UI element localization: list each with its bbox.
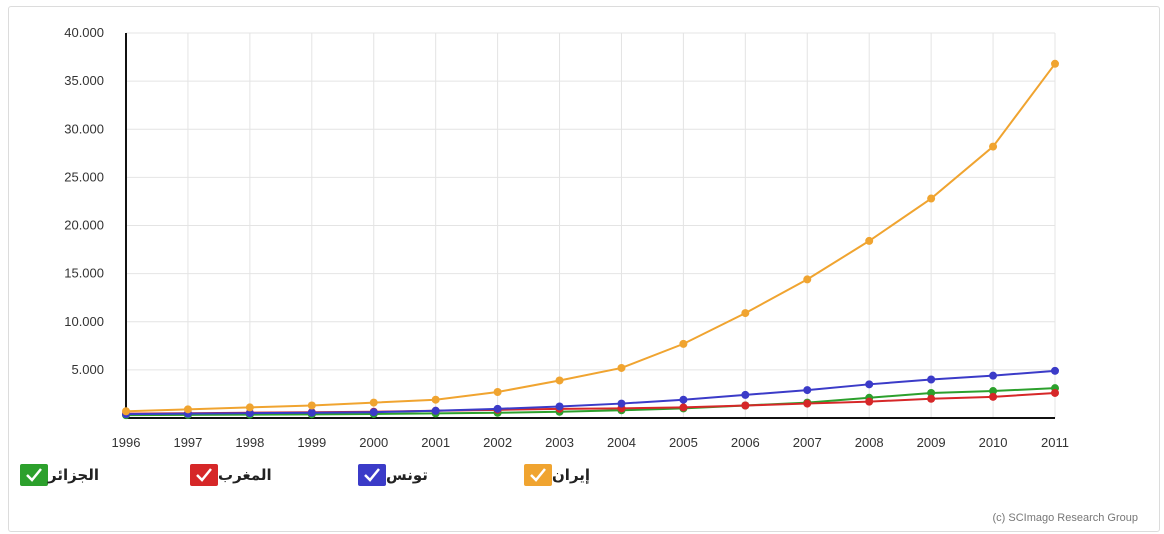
data-point — [245, 409, 254, 418]
x-tick-label: 1997 — [173, 435, 202, 450]
data-point — [1051, 366, 1059, 375]
credit-text: (c) SCImago Research Group — [992, 512, 1139, 524]
x-tick-label: 1999 — [297, 435, 326, 450]
x-tick-label: 2010 — [979, 435, 1008, 450]
data-point — [927, 388, 936, 397]
tick-labels: 1996 1997 1998 1999 2000 2001 2002 2003 2004 2005… — [64, 25, 1069, 450]
x-tick-label: 1996 — [112, 435, 141, 450]
axes — [125, 33, 1055, 419]
data-point — [679, 395, 688, 404]
legend-label: الجزائر — [48, 466, 100, 484]
data-point — [989, 142, 998, 151]
y-tick-label: 15.000 — [64, 266, 104, 281]
data-point — [555, 402, 564, 411]
data-point — [989, 371, 998, 380]
x-tick-label: 2000 — [359, 435, 388, 450]
legend-label: تونس — [386, 466, 428, 484]
data-point — [555, 376, 564, 385]
y-tick-label: 40.000 — [64, 25, 104, 40]
x-tick-label: 2011 — [1041, 435, 1069, 450]
data-point — [989, 392, 998, 401]
legend-checkbox-icon[interactable] — [190, 464, 218, 486]
x-tick-label: 2006 — [731, 435, 760, 450]
x-tick-label: 2005 — [669, 435, 698, 450]
y-tick-label: 30.000 — [64, 121, 104, 136]
legend-item-tunisia[interactable]: تونس — [358, 462, 434, 488]
series-line — [125, 387, 1056, 417]
data-point — [1051, 388, 1059, 397]
data-point — [617, 363, 626, 372]
data-point — [493, 388, 502, 397]
data-point — [865, 397, 874, 406]
checkmark-icon — [26, 468, 42, 482]
data-point — [307, 401, 316, 410]
x-tick-label: 2003 — [545, 435, 574, 450]
legend-label: إيران — [552, 466, 591, 484]
data-point — [865, 236, 874, 245]
x-tick-label: 2009 — [917, 435, 946, 450]
checkmark-icon — [530, 468, 546, 482]
y-tick-label: 5.000 — [71, 362, 104, 377]
data-point — [989, 387, 998, 396]
chart-frame — [8, 6, 1160, 532]
series-layer — [122, 59, 1059, 420]
data-point — [741, 309, 750, 318]
data-point — [369, 408, 378, 417]
y-tick-label: 25.000 — [64, 169, 104, 184]
data-point — [493, 404, 502, 413]
data-point — [679, 339, 688, 348]
legend-checkbox-icon[interactable] — [20, 464, 48, 486]
data-point — [927, 375, 936, 384]
x-tick-label: 2007 — [793, 435, 822, 450]
data-point — [307, 408, 316, 417]
data-point — [183, 405, 192, 414]
data-point — [865, 380, 874, 389]
grid-lines — [126, 32, 1056, 418]
data-point — [122, 407, 130, 416]
data-point — [803, 399, 812, 408]
data-point — [927, 394, 936, 403]
checkmark-icon — [364, 468, 380, 482]
data-point — [803, 386, 812, 395]
x-tick-label: 2004 — [607, 435, 636, 450]
x-tick-label: 2002 — [483, 435, 512, 450]
series-line — [125, 63, 1056, 413]
data-point — [245, 403, 254, 412]
checkmark-icon — [196, 468, 212, 482]
data-point — [1051, 59, 1059, 68]
data-point — [741, 390, 750, 399]
x-tick-label: 1998 — [235, 435, 264, 450]
y-tick-label: 20.000 — [64, 218, 104, 233]
y-tick-label: 10.000 — [64, 314, 104, 329]
data-point — [803, 275, 812, 284]
y-tick-label: 35.000 — [64, 73, 104, 88]
data-point — [617, 399, 626, 408]
data-point — [741, 401, 750, 410]
legend-checkbox-icon[interactable] — [524, 464, 552, 486]
data-point — [679, 403, 688, 412]
legend-checkbox-icon[interactable] — [358, 464, 386, 486]
data-point — [927, 194, 936, 203]
data-point — [431, 406, 440, 415]
data-point — [369, 398, 378, 407]
x-tick-label: 2008 — [855, 435, 884, 450]
legend-item-algeria[interactable]: الجزائر — [20, 462, 105, 488]
x-tick-label: 2001 — [421, 435, 450, 450]
legend-label: المغرب — [218, 466, 272, 484]
series-line — [125, 369, 1056, 416]
legend-item-iran[interactable]: إيران — [524, 462, 596, 488]
legend-item-morocco[interactable]: المغرب — [190, 462, 278, 488]
data-point — [431, 395, 440, 404]
